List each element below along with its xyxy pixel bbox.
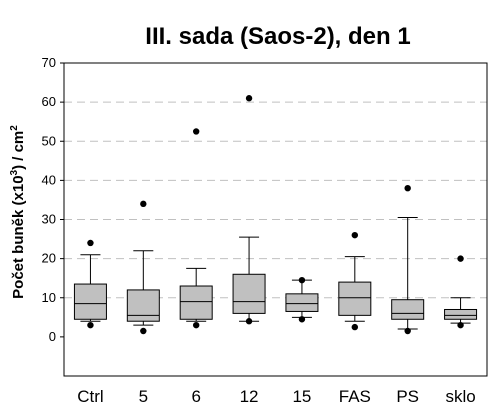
box-group xyxy=(338,231,372,331)
y-tick-label: 10 xyxy=(42,290,56,305)
x-category-label: Ctrl xyxy=(77,387,103,406)
outlier-point xyxy=(192,128,200,135)
plot-area xyxy=(73,95,478,335)
outlier-point xyxy=(245,318,253,325)
outlier-point xyxy=(140,200,147,208)
y-axis-label-main: Počet buněk (x10 xyxy=(10,175,27,298)
outlier-point xyxy=(457,255,464,262)
outlier-point xyxy=(351,323,359,331)
y-tick-label: 0 xyxy=(49,329,56,344)
outlier-point xyxy=(245,95,253,102)
outlier-point xyxy=(192,321,200,329)
box-group xyxy=(285,276,319,323)
outlier-point xyxy=(87,239,94,247)
outlier-point xyxy=(404,327,411,335)
box-group xyxy=(232,95,266,325)
y-tick-label: 70 xyxy=(42,55,56,70)
box-group xyxy=(73,239,107,329)
y-axis-label-unit: ) / cm xyxy=(10,131,27,170)
grid-lines xyxy=(64,101,487,299)
x-category-label: FAS xyxy=(339,387,371,406)
box-iqr xyxy=(232,273,266,314)
box-group xyxy=(179,128,213,329)
y-axis-label: Počet buněk (x103) / cm2 xyxy=(9,125,27,299)
y-tick-label: 40 xyxy=(42,172,56,187)
outlier-point xyxy=(457,321,464,329)
y-tick-label: 60 xyxy=(42,94,56,109)
outlier-point xyxy=(87,321,94,329)
x-category-label: PS xyxy=(396,387,419,406)
y-axis-label-exponent-2: 2 xyxy=(9,125,20,131)
y-tick-label: 20 xyxy=(42,251,56,266)
y-tick-label: 50 xyxy=(42,133,56,148)
box-group xyxy=(126,200,160,335)
box-iqr xyxy=(444,308,478,320)
outlier-point xyxy=(351,231,359,239)
box-iqr xyxy=(285,293,319,312)
y-axis-label-exponent: 3 xyxy=(9,169,20,175)
box-iqr xyxy=(391,299,425,320)
outlier-point xyxy=(298,316,306,323)
y-tick-label: 30 xyxy=(42,212,56,227)
box-iqr xyxy=(338,281,372,316)
x-category-label: 6 xyxy=(191,387,200,406)
box-iqr xyxy=(73,283,107,320)
chart-title: III. sada (Saos-2), den 1 xyxy=(145,23,410,50)
x-category-label: 5 xyxy=(139,387,148,406)
outlier-point xyxy=(404,185,411,192)
axes: 0 10 20 30 40 50 60 70 Ctrl 5 6 12 15 FAS PS sklo xyxy=(42,55,488,406)
box-iqr xyxy=(179,285,213,320)
x-category-label: sklo xyxy=(445,387,475,406)
box-group xyxy=(391,185,425,335)
x-category-label: 12 xyxy=(240,387,259,406)
box-iqr xyxy=(126,289,160,322)
box-group xyxy=(444,255,478,329)
x-category-label: 15 xyxy=(292,387,311,406)
outlier-point xyxy=(298,276,306,284)
outlier-point xyxy=(140,327,147,335)
